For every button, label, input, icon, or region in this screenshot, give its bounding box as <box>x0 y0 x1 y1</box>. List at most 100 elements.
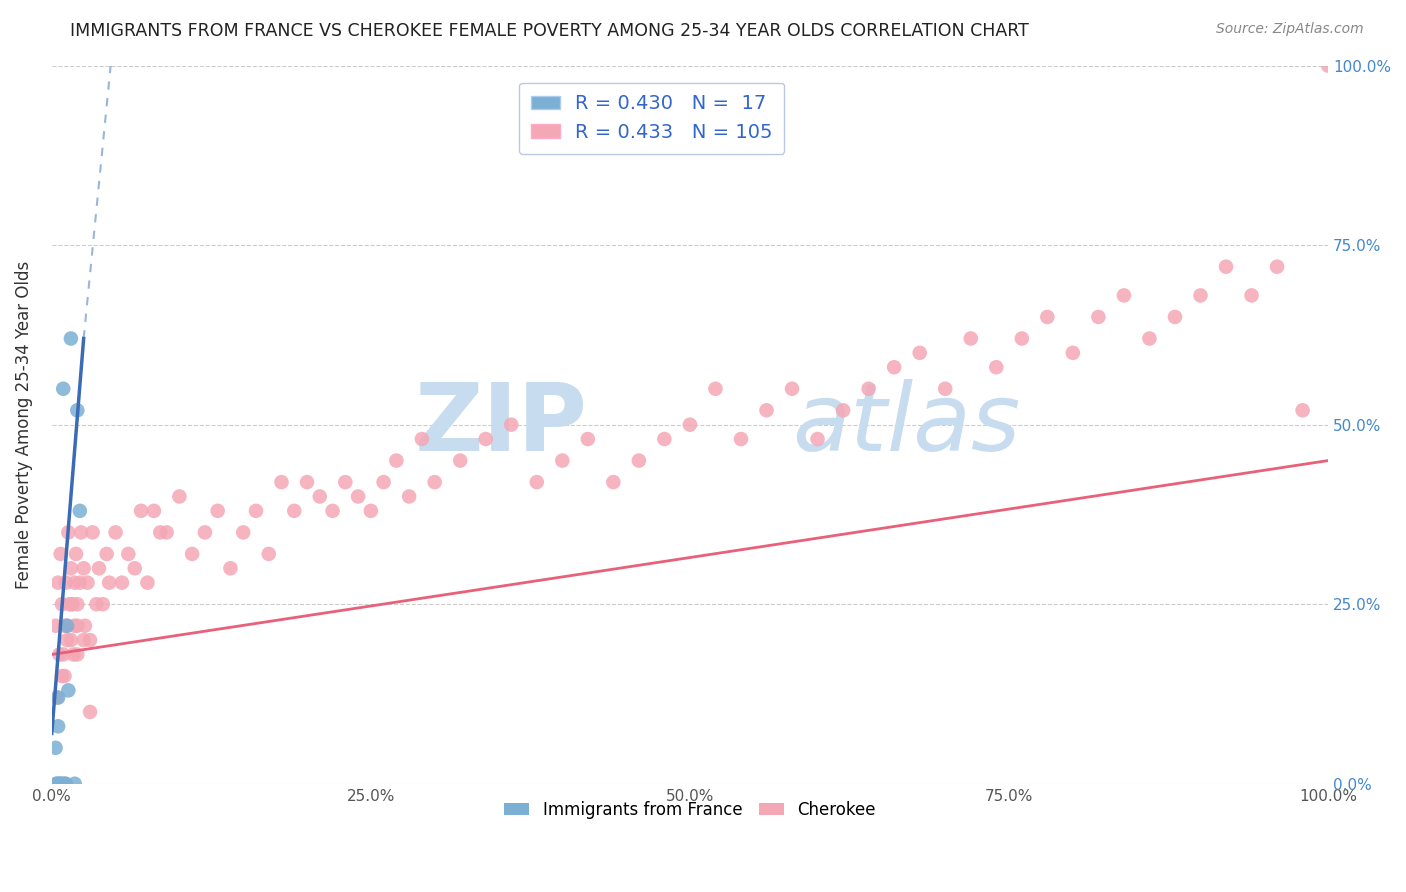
Point <box>679 417 702 432</box>
Point <box>45 777 67 791</box>
Point <box>117 547 139 561</box>
Point <box>129 504 152 518</box>
Point <box>82 525 104 540</box>
Point <box>53 669 76 683</box>
Point <box>62 648 84 662</box>
Point <box>58 683 80 698</box>
Point <box>1291 403 1313 417</box>
Point <box>49 547 72 561</box>
Point <box>335 475 357 489</box>
Point <box>66 648 89 662</box>
Point <box>654 432 676 446</box>
Point <box>45 690 67 705</box>
Point <box>411 432 433 446</box>
Point <box>347 490 370 504</box>
Point <box>45 740 67 755</box>
Point <box>1011 331 1033 345</box>
Point <box>704 382 727 396</box>
Point <box>858 382 880 396</box>
Point <box>69 504 91 518</box>
Point <box>156 525 179 540</box>
Point <box>63 575 86 590</box>
Point <box>385 453 408 467</box>
Point <box>79 633 101 648</box>
Point <box>52 648 75 662</box>
Point <box>66 597 89 611</box>
Point <box>52 382 75 396</box>
Point <box>111 575 134 590</box>
Point <box>73 619 96 633</box>
Point <box>832 403 855 417</box>
Point <box>169 490 191 504</box>
Point <box>1189 288 1212 302</box>
Point <box>48 648 70 662</box>
Point <box>46 719 69 733</box>
Point <box>501 417 523 432</box>
Point <box>51 777 73 791</box>
Point <box>474 432 496 446</box>
Point <box>986 360 1008 375</box>
Point <box>104 525 127 540</box>
Point <box>602 475 624 489</box>
Point <box>1215 260 1237 274</box>
Point <box>51 669 73 683</box>
Point <box>60 597 83 611</box>
Text: atlas: atlas <box>792 379 1021 470</box>
Point <box>219 561 242 575</box>
Point <box>70 525 93 540</box>
Point <box>295 475 318 489</box>
Text: ZIP: ZIP <box>415 379 588 471</box>
Point <box>780 382 803 396</box>
Point <box>65 547 87 561</box>
Point <box>66 403 89 417</box>
Point <box>53 777 76 791</box>
Point <box>59 597 82 611</box>
Point <box>51 597 73 611</box>
Point <box>423 475 446 489</box>
Point <box>86 597 108 611</box>
Point <box>1036 310 1059 324</box>
Point <box>576 432 599 446</box>
Point <box>55 777 77 791</box>
Point <box>79 705 101 719</box>
Point <box>63 619 86 633</box>
Text: IMMIGRANTS FROM FRANCE VS CHEROKEE FEMALE POVERTY AMONG 25-34 YEAR OLDS CORRELAT: IMMIGRANTS FROM FRANCE VS CHEROKEE FEMAL… <box>70 22 1029 40</box>
Point <box>232 525 254 540</box>
Point <box>59 561 82 575</box>
Point <box>149 525 172 540</box>
Point <box>806 432 828 446</box>
Point <box>73 633 96 648</box>
Point <box>270 475 292 489</box>
Point <box>283 504 305 518</box>
Point <box>1317 59 1340 73</box>
Point <box>181 547 204 561</box>
Point <box>1164 310 1187 324</box>
Point <box>959 331 981 345</box>
Point <box>59 633 82 648</box>
Point <box>76 575 98 590</box>
Point <box>59 331 82 345</box>
Point <box>934 382 956 396</box>
Point <box>56 633 79 648</box>
Point <box>53 619 76 633</box>
Point <box>551 453 574 467</box>
Point <box>1062 346 1084 360</box>
Text: Source: ZipAtlas.com: Source: ZipAtlas.com <box>1216 22 1364 37</box>
Point <box>245 504 267 518</box>
Point <box>1087 310 1109 324</box>
Point <box>91 597 114 611</box>
Point <box>142 504 165 518</box>
Point <box>322 504 344 518</box>
Point <box>73 561 96 575</box>
Point <box>755 403 778 417</box>
Point <box>526 475 548 489</box>
Point <box>96 547 118 561</box>
Point <box>69 575 91 590</box>
Point <box>45 619 67 633</box>
Point <box>58 525 80 540</box>
Point <box>1112 288 1135 302</box>
Point <box>46 575 69 590</box>
Point <box>373 475 395 489</box>
Point <box>46 690 69 705</box>
Point <box>1240 288 1263 302</box>
